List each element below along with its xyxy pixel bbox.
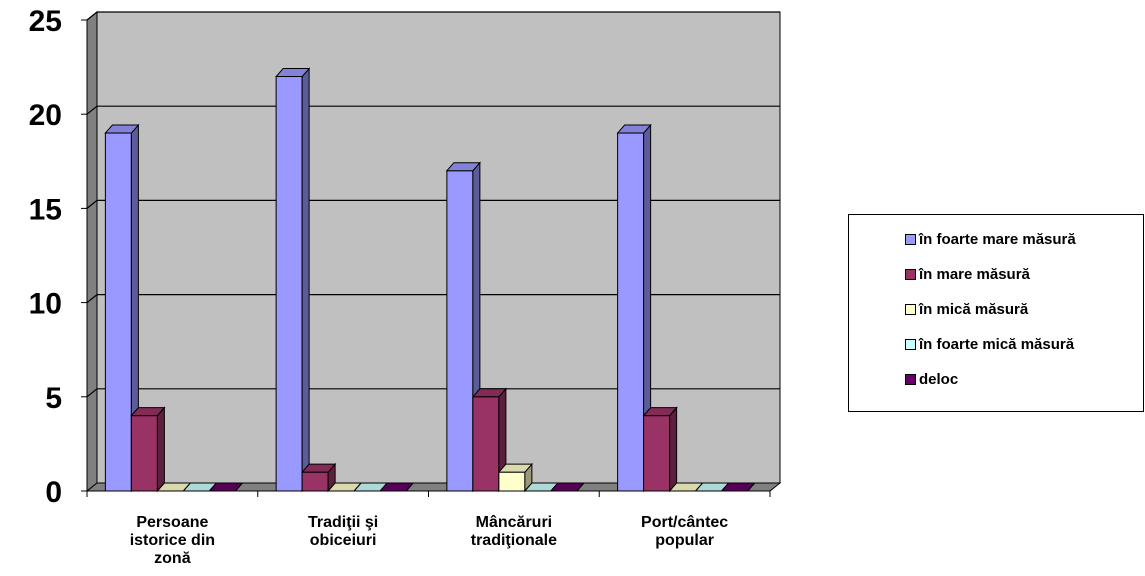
legend-item-series-1: în foarte mare măsură (905, 227, 1076, 251)
bar (301, 462, 337, 493)
bar-front (472, 396, 500, 492)
legend: în foarte mare măsură în mare măsură în … (848, 214, 1144, 412)
y-tick-label: 10 (29, 288, 62, 321)
bar-side (301, 67, 310, 493)
gridlines (86, 11, 780, 398)
y-tick-label: 0 (45, 476, 62, 509)
back-wall (96, 11, 781, 484)
legend-item-series-3: în mică măsură (905, 297, 1028, 321)
bar-front (104, 132, 132, 492)
bar (130, 406, 166, 493)
bar-front (446, 170, 474, 492)
bars (104, 67, 756, 493)
bar (471, 387, 507, 493)
x-tick-label: Port/cântec popular (641, 514, 728, 549)
legend-swatch (905, 233, 916, 245)
legend-label: în mică măsură (919, 300, 1029, 318)
legend-item-series-5: deloc (905, 367, 958, 391)
bar-top (642, 407, 678, 417)
bar-front (643, 415, 671, 492)
bar (642, 406, 678, 493)
bar-top (616, 124, 652, 134)
legend-item-series-2: în mare măsură (905, 262, 1030, 286)
bar-front (498, 471, 526, 492)
x-tick-label: Persoane istorice din zonă (130, 514, 215, 567)
bar (104, 123, 140, 493)
bar-top (301, 463, 337, 473)
legend-swatch (905, 373, 916, 385)
bar-top (497, 463, 533, 473)
legend-label: în mare măsură (919, 265, 1030, 283)
y-tick-label: 20 (29, 99, 62, 132)
bar (275, 67, 311, 493)
bar-chart: 0 5 10 15 20 25 Persoane istorice din zonă Tradi… (29, 5, 782, 567)
bar-front (617, 132, 645, 492)
bar-top (275, 68, 311, 78)
bar-front (301, 471, 329, 492)
bar-top (471, 388, 507, 398)
bar-top (445, 162, 481, 172)
bar-top (104, 124, 140, 134)
y-tick-label: 15 (29, 193, 62, 226)
gridline (86, 388, 780, 398)
gridline (86, 199, 780, 209)
bar-front (130, 415, 158, 492)
legend-item-series-4: în foarte mică măsură (905, 332, 1074, 356)
legend-label: în foarte mică măsură (919, 335, 1075, 353)
bar-front (275, 76, 303, 492)
bar-top (130, 407, 166, 417)
x-tick-labels: Persoane istorice din zonă Tradiţii şi obice… (130, 514, 729, 567)
y-tick-label: 25 (29, 5, 62, 38)
bar-side (156, 406, 165, 493)
gridline (86, 105, 780, 115)
legend-swatch (905, 303, 916, 315)
axes (81, 19, 771, 497)
gridline (86, 294, 780, 304)
bar (497, 462, 533, 493)
bar (616, 123, 652, 493)
y-tick-labels: 0 5 10 15 20 25 (29, 5, 62, 509)
x-tick-label: Tradiţii şi obiceiuri (308, 514, 378, 549)
x-tick-label: Mâncăruri tradiţionale (471, 514, 557, 549)
legend-label: deloc (919, 370, 959, 388)
gridline (86, 11, 780, 21)
legend-swatch (905, 268, 916, 280)
y-tick-label: 5 (45, 382, 62, 415)
side-wall (86, 10, 98, 493)
legend-swatch (905, 338, 916, 350)
legend-label: în foarte mare măsură (919, 230, 1076, 248)
bar-side (669, 406, 678, 493)
